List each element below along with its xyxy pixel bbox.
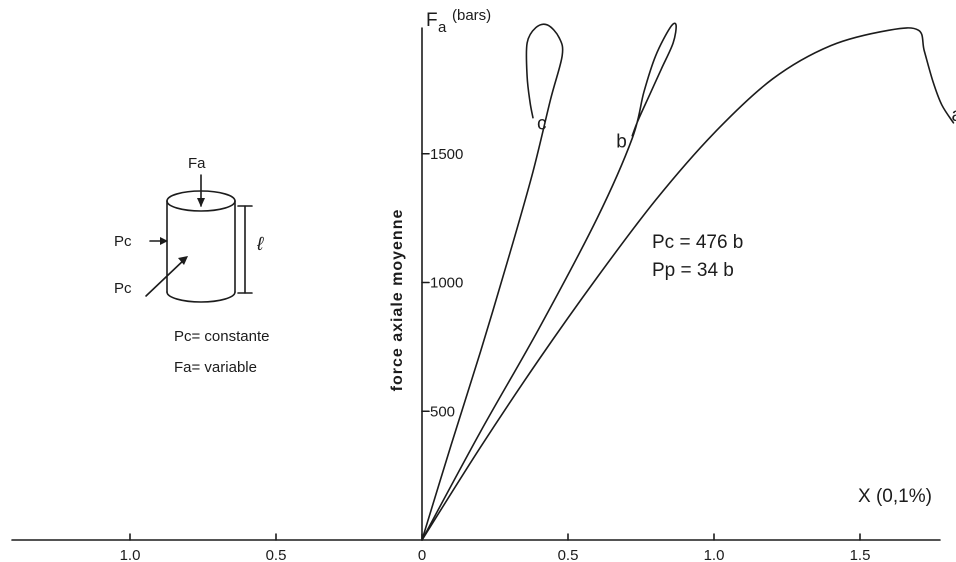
x-tick-label-4: 1.0 [704, 547, 725, 562]
y-axis-unit: (bars) [452, 7, 491, 24]
series-labels: a b c [537, 105, 956, 153]
pc-side-arrow-head [160, 237, 168, 245]
series-b-label: b [616, 132, 627, 153]
pc-diag-label: Pc [114, 280, 132, 297]
length-symbol: ℓ [256, 234, 264, 255]
y-tick-label-0: 500 [430, 403, 455, 420]
caption-line-1: Pc= constante [174, 328, 269, 345]
fa-arrow-head [197, 198, 205, 207]
pc-diag-arrow-head [178, 256, 188, 265]
pp-annotation: Pp = 34 b [652, 260, 734, 281]
series-group [421, 22, 955, 541]
series-a-label: a [951, 105, 956, 126]
y-axis-title: force axiale moyenne [389, 209, 406, 392]
cylinder-bottom [166, 291, 236, 303]
series-c-label: c [537, 114, 547, 135]
series-a-line [421, 27, 955, 541]
pc-side-label: Pc [114, 233, 132, 250]
pc-annotation: Pc = 476 b [652, 232, 743, 253]
x-axis-title: X (0,1%) [858, 486, 932, 507]
caption-line-2: Fa= variable [174, 359, 257, 376]
y-ticks: 500 1000 1500 [421, 146, 463, 420]
series-b-line [421, 22, 677, 541]
x-tick-label-2: 0 [418, 547, 426, 562]
y-tick-label-1: 1000 [430, 275, 463, 292]
x-tick-label-0: 1.0 [120, 547, 141, 562]
x-ticks: 1.0 0.5 0 0.5 1.0 1.5 [120, 533, 871, 562]
specimen-sketch: ℓ Fa Pc Pc Pc= constante Fa= variable [114, 155, 269, 376]
y-tick-label-2: 1500 [430, 146, 463, 163]
x-tick-label-1: 0.5 [266, 547, 287, 562]
x-tick-label-3: 0.5 [558, 547, 579, 562]
y-axis-symbol: F [426, 10, 438, 31]
pc-diag-arrow-shaft [145, 257, 187, 297]
y-axis-symbol-sub: a [438, 19, 447, 36]
x-tick-label-5: 1.5 [850, 547, 871, 562]
series-c-line [421, 23, 564, 541]
fa-label: Fa [188, 155, 206, 172]
